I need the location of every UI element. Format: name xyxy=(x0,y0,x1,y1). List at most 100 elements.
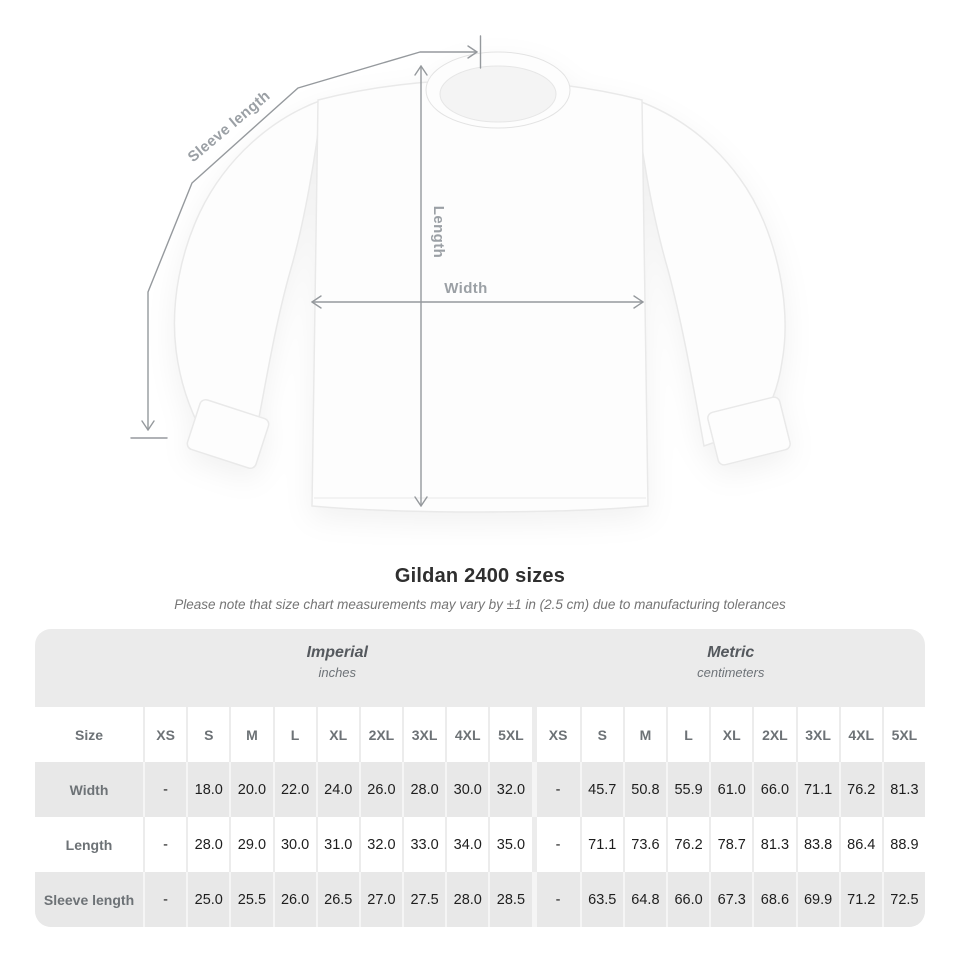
cell-length-imperial-xl: 31.0 xyxy=(315,817,359,872)
tolerance-note: Please note that size chart measurements… xyxy=(174,597,786,612)
left-sleeve xyxy=(173,98,323,454)
group-gap xyxy=(531,817,537,872)
size-header-imperial-s: S xyxy=(186,707,229,762)
size-header-imperial-xl: XL xyxy=(315,707,359,762)
size-table-rows: Size XS S M L XL 2XL 3XL 4XL 5XL XS S M L XL 2XL 3XL 4XL 5… xyxy=(35,707,925,927)
cell-length-imperial-4xl: 34.0 xyxy=(445,817,488,872)
cell-sleeve-length-metric-3xl: 69.9 xyxy=(795,872,839,927)
size-header-imperial-l: L xyxy=(272,707,316,762)
cell-width-metric-m: 50.8 xyxy=(622,762,666,817)
cell-length-metric-l: 76.2 xyxy=(666,817,709,872)
size-header-imperial-m: M xyxy=(229,707,272,762)
cell-width-metric-xs: - xyxy=(555,781,561,798)
imperial-group-title: Imperial xyxy=(306,644,368,661)
cell-sleeve-length-imperial-4xl: 28.0 xyxy=(445,872,488,927)
cell-length-metric-m: 73.6 xyxy=(622,817,666,872)
cell-length-metric-xl: 78.7 xyxy=(709,817,752,872)
length-arrowhead-down xyxy=(414,496,428,507)
right-sleeve xyxy=(635,98,786,447)
metric-group-unit: centimeters xyxy=(697,665,765,680)
cell-length-imperial-3xl: 33.0 xyxy=(402,817,445,872)
table-row-width: Width -18.0 20.0 22.0 24.0 26.0 28.0 30.0 32.0-4… xyxy=(35,762,925,817)
cell-length-imperial-5xl: 35.0 xyxy=(488,817,531,872)
row-label-sleeve-length: Sleeve length xyxy=(43,891,135,908)
sleeve-length-arrow xyxy=(147,51,478,431)
imperial-group-header: Imperial inches xyxy=(143,644,532,707)
length-label: Length xyxy=(430,206,447,258)
cell-width-imperial-xs: - xyxy=(143,762,186,817)
cell-sleeve-length-imperial-5xl: 28.5 xyxy=(488,872,531,927)
group-gap xyxy=(531,872,537,927)
sleeve-length-arrowhead-right xyxy=(467,45,478,59)
width-label: Width xyxy=(444,280,488,297)
left-cuff xyxy=(186,398,270,470)
shirt-diagram-svg: Sleeve length Length Width xyxy=(130,35,791,513)
cell-length-metric-5xl: 88.9 xyxy=(881,817,925,872)
length-arrowhead-up xyxy=(414,65,428,76)
cell-width-imperial-2xl: 26.0 xyxy=(358,762,402,817)
metric-group-header: Metric centimeters xyxy=(537,644,926,707)
table-header-row: Size XS S M L XL 2XL 3XL 4XL 5XL XS S M L XL 2XL 3XL 4XL 5… xyxy=(35,707,925,762)
cell-width-metric-4xl: 76.2 xyxy=(838,762,882,817)
cell-width-metric-2xl: 66.0 xyxy=(752,762,795,817)
size-header-metric-l: L xyxy=(666,707,709,762)
row-label-width: Width xyxy=(69,781,109,798)
cell-sleeve-length-imperial-xl: 26.5 xyxy=(315,872,359,927)
cell-sleeve-length-metric-4xl: 71.2 xyxy=(838,872,882,927)
group-gap xyxy=(531,707,537,762)
width-arrowhead-right xyxy=(633,295,644,309)
cell-length-imperial-2xl: 32.0 xyxy=(358,817,402,872)
cell-width-imperial-5xl: 32.0 xyxy=(488,762,531,817)
cell-width-metric-s: 45.7 xyxy=(579,762,623,817)
cell-length-metric-2xl: 81.3 xyxy=(752,817,795,872)
size-header-metric-2xl: 2XL xyxy=(752,707,795,762)
cell-sleeve-length-imperial-3xl: 27.5 xyxy=(402,872,445,927)
table-row-sleeve-length: Sleeve length -25.0 25.5 26.0 26.5 27.0 27.5 28… xyxy=(35,872,925,927)
cell-width-metric-xl: 61.0 xyxy=(709,762,752,817)
group-gap xyxy=(531,762,537,817)
collar-inner xyxy=(439,65,557,123)
page-title: Gildan 2400 sizes xyxy=(394,565,566,587)
size-header-imperial-4xl: 4XL xyxy=(445,707,488,762)
size-header-imperial-5xl: 5XL xyxy=(488,707,531,762)
cell-sleeve-length-imperial-l: 26.0 xyxy=(272,872,316,927)
size-header-metric-xs: XS xyxy=(548,726,568,743)
shirt-graphic xyxy=(173,51,791,513)
cell-width-metric-l: 55.9 xyxy=(666,762,709,817)
size-header-imperial-3xl: 3XL xyxy=(402,707,445,762)
cell-sleeve-length-imperial-s: 25.0 xyxy=(186,872,229,927)
cell-sleeve-length-metric-l: 66.0 xyxy=(666,872,709,927)
cell-length-metric-3xl: 83.8 xyxy=(795,817,839,872)
sleeve-length-arrowhead-down xyxy=(141,420,155,431)
cell-sleeve-length-metric-m: 64.8 xyxy=(622,872,666,927)
cell-length-metric-s: 71.1 xyxy=(579,817,623,872)
table-group-header: Imperial inches Metric centimeters xyxy=(35,629,925,707)
cell-width-imperial-3xl: 28.0 xyxy=(402,762,445,817)
cell-length-imperial-xs: - xyxy=(143,817,186,872)
cell-width-imperial-s: 18.0 xyxy=(186,762,229,817)
size-header-metric-m: M xyxy=(622,707,666,762)
cell-length-imperial-m: 29.0 xyxy=(229,817,272,872)
cell-width-imperial-l: 22.0 xyxy=(272,762,316,817)
cell-sleeve-length-metric-2xl: 68.6 xyxy=(752,872,795,927)
imperial-group-unit: inches xyxy=(318,665,357,680)
size-header-metric-4xl: 4XL xyxy=(838,707,882,762)
cell-width-metric-3xl: 71.1 xyxy=(795,762,839,817)
cell-sleeve-length-metric-5xl: 72.5 xyxy=(881,872,925,927)
cell-length-metric-4xl: 86.4 xyxy=(838,817,882,872)
cell-width-metric-5xl: 81.3 xyxy=(881,762,925,817)
cell-length-imperial-l: 30.0 xyxy=(272,817,316,872)
size-header-imperial-xs: XS xyxy=(143,707,186,762)
size-header-metric-5xl: 5XL xyxy=(881,707,925,762)
row-label-length: Length xyxy=(65,836,113,853)
shirt-body xyxy=(311,79,649,513)
cell-sleeve-length-metric-xl: 67.3 xyxy=(709,872,752,927)
size-table: Imperial inches Metric centimeters Size X… xyxy=(35,629,925,927)
cell-length-imperial-s: 28.0 xyxy=(186,817,229,872)
shirt-measurement-diagram: Sleeve length Length Width xyxy=(130,35,791,513)
size-header-metric-s: S xyxy=(579,707,623,762)
cell-sleeve-length-metric-xs: - xyxy=(555,891,561,908)
table-row-length: Length -28.0 29.0 30.0 31.0 32.0 33.0 34.0 35.0-… xyxy=(35,817,925,872)
size-header-metric-xl: XL xyxy=(709,707,752,762)
